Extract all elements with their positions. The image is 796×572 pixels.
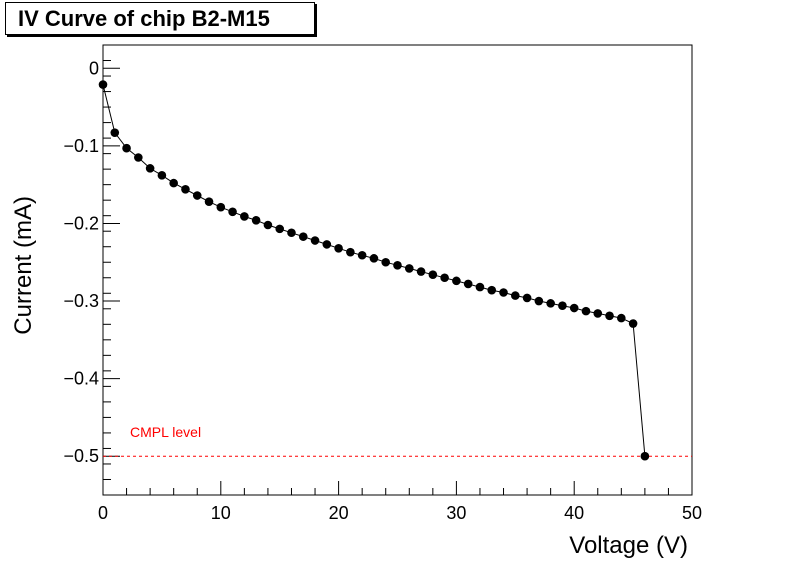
series-line [102,84,646,457]
data-point [628,319,638,328]
x-tick-label: 30 [446,503,466,523]
x-tick-label: 10 [211,503,231,523]
data-point [263,220,273,230]
data-point [240,212,249,221]
data-point [452,276,461,286]
data-point [369,254,379,263]
data-point [275,224,285,234]
data-point [334,243,343,253]
data-point [617,313,626,323]
data-point [298,232,308,241]
y-tick-label: −0.2 [63,213,99,233]
data-point [251,216,261,225]
y-tick-label: 0 [89,58,99,78]
data-point [122,143,131,153]
data-point [558,301,567,310]
data-point [569,303,579,313]
data-point [381,257,391,267]
y-tick-label: −0.3 [63,291,99,311]
data-point [169,178,178,188]
x-tick-label: 40 [564,503,584,523]
data-point [475,282,485,292]
x-tick-label: 50 [682,503,702,523]
cmpl-reference: CMPL level [103,424,692,457]
y-tick-label: −0.5 [63,446,99,466]
y-tick-label: −0.4 [63,369,99,389]
data-point [546,299,555,308]
data-series [98,80,650,461]
data-point [110,128,120,137]
cmpl-label: CMPL level [130,424,201,440]
data-point [640,451,650,461]
data-point [145,164,155,173]
data-point [593,309,603,318]
data-point [192,191,202,200]
data-point [522,293,532,303]
x-tick-label: 0 [98,503,108,523]
data-point [310,236,320,245]
data-point [463,279,473,289]
x-axis-label: Voltage (V) [569,532,688,559]
data-point [605,311,614,321]
data-point [157,171,167,180]
data-point [204,197,214,207]
chart-title: IV Curve of chip B2-M15 [5,2,315,35]
data-point [440,273,449,283]
x-tick-label: 20 [329,503,349,523]
plot-frame [102,44,693,496]
data-point [357,250,367,260]
data-point [487,285,497,295]
data-point [322,240,332,249]
data-point [228,207,237,217]
data-point [287,228,296,238]
data-point [216,202,226,212]
data-point [181,185,190,194]
data-point [581,306,591,316]
data-point [534,296,544,306]
data-point [393,261,402,270]
y-tick-label: −0.1 [63,136,99,156]
axes: 0 10 20 30 40 50 0 −0.1 −0.2 −0.3 −0.4 −0.5 [63,44,702,523]
data-point [416,267,426,276]
data-point [499,288,508,297]
data-point [346,247,355,257]
y-axis-label: Current (mA) [10,196,37,335]
data-point [134,153,143,162]
data-point [428,270,438,279]
data-point [98,80,108,89]
data-point [511,291,520,300]
data-point [404,264,414,273]
